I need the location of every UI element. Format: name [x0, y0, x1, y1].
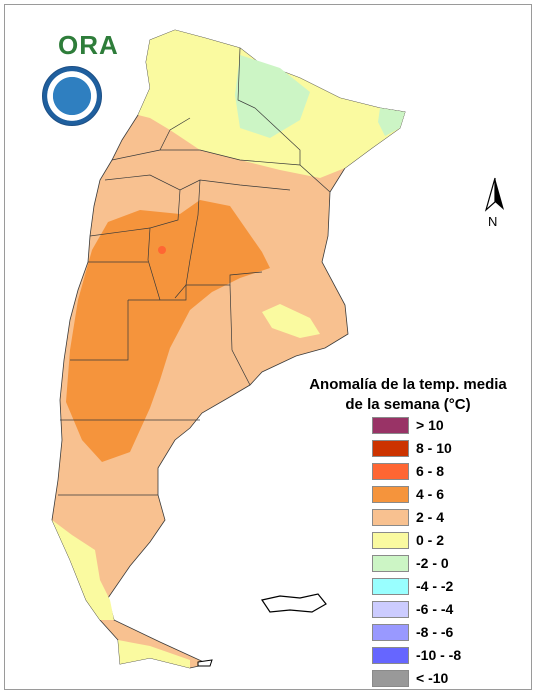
legend-item: > 10 — [372, 417, 512, 435]
legend-swatch — [372, 578, 409, 595]
legend-label: 8 - 10 — [416, 440, 452, 456]
zone-misiones-neg2-0 — [378, 108, 405, 136]
legend-label: < -10 — [416, 670, 449, 686]
zone-pampa-0-2 — [262, 304, 320, 338]
legend-swatch — [372, 417, 409, 434]
legend-swatch — [372, 601, 409, 618]
zone-center-4-6 — [66, 200, 270, 462]
legend-label: 6 - 8 — [416, 463, 445, 479]
zone-northeast-neg2-0 — [235, 55, 310, 138]
legend-swatch — [372, 532, 409, 549]
legend-swatch — [372, 509, 409, 526]
legend-item: 2 - 4 — [372, 509, 512, 527]
legend-label: -4 - -2 — [416, 578, 454, 594]
legend-item: -4 - -2 — [372, 578, 512, 596]
legend-label: 0 - 2 — [416, 532, 445, 548]
legend-item: 0 - 2 — [372, 532, 512, 550]
legend-swatch — [372, 463, 409, 480]
north-label: N — [488, 214, 498, 229]
map-frame — [4, 4, 532, 690]
smn-seal-icon — [42, 66, 102, 126]
zone-tierra-del-fuego-0-2 — [118, 640, 190, 668]
legend-label: 2 - 4 — [416, 509, 445, 525]
legend-item: -10 - -8 — [372, 647, 512, 665]
legend-label: 4 - 6 — [416, 486, 445, 502]
legend-title-line1: Anomalía de la temp. media — [309, 376, 507, 393]
legend-swatch — [372, 670, 409, 687]
north-arrow-icon — [484, 177, 504, 212]
legend-swatch — [372, 440, 409, 457]
legend-label: > 10 — [416, 417, 444, 433]
legend-swatch — [372, 555, 409, 572]
legend-item: 6 - 8 — [372, 463, 512, 481]
legend-swatch — [372, 647, 409, 664]
legend-label: -8 - -6 — [416, 624, 454, 640]
legend-label: -10 - -8 — [416, 647, 462, 663]
legend-item: 4 - 6 — [372, 486, 512, 504]
legend-item: -2 - 0 — [372, 555, 512, 573]
legend-title-line2: de la semana (°C) — [345, 396, 471, 413]
legend-swatch — [372, 624, 409, 641]
legend-swatch — [372, 486, 409, 503]
ora-logo: ORA — [58, 30, 119, 60]
legend-item: < -10 — [372, 670, 512, 688]
isla-de-los-estados — [197, 659, 213, 667]
zone-south-0-2 — [52, 520, 114, 620]
legend-label: -2 - 0 — [416, 555, 449, 571]
legend-label: -6 - -4 — [416, 601, 454, 617]
province-borders — [58, 47, 331, 496]
legend-item: -8 - -6 — [372, 624, 512, 642]
legend-item: -6 - -4 — [372, 601, 512, 619]
zone-spot-6-8 — [158, 246, 166, 254]
legend-item: 8 - 10 — [372, 440, 512, 458]
islas-malvinas — [261, 593, 327, 613]
